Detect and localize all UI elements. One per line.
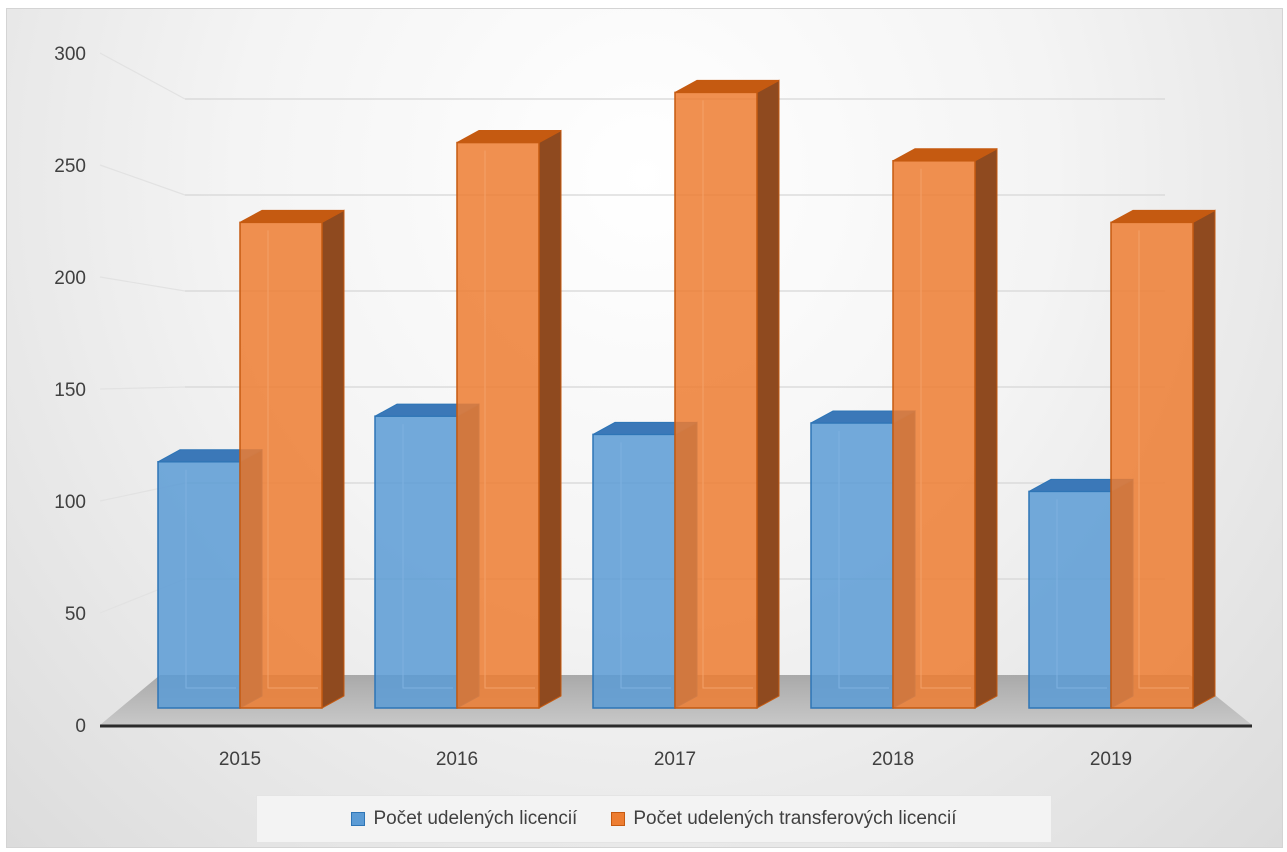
y-tick-label: 300 <box>54 44 86 65</box>
x-tick-label: 2018 <box>872 749 914 770</box>
bar <box>1110 209 1216 709</box>
bar-inner-edge <box>185 469 236 689</box>
bar-front <box>892 160 976 709</box>
x-tick-label: 2015 <box>219 749 261 770</box>
x-tick-label: 2017 <box>654 749 696 770</box>
bar-front <box>374 415 458 709</box>
bar-front <box>157 461 241 709</box>
bar-side <box>756 79 780 709</box>
bar <box>674 79 780 709</box>
y-tick-label: 150 <box>54 380 86 401</box>
bar-inner-edge <box>920 168 971 689</box>
y-tick-label: 0 <box>75 716 86 737</box>
y-tick-label: 100 <box>54 492 86 513</box>
bar-front <box>1028 490 1112 709</box>
bar-inner-edge <box>402 424 453 689</box>
gridline-side <box>99 276 186 292</box>
bar-top <box>674 79 780 93</box>
axes: 0 50 100 150 200 250 300 2015 2016 2017 2018 2019 <box>54 44 1252 770</box>
bar-side <box>974 147 998 709</box>
bar-inner-edge <box>838 431 889 689</box>
bar-top <box>456 130 562 144</box>
bar-inner-edge <box>1138 230 1189 689</box>
bar-top <box>892 148 998 162</box>
bar-front <box>674 91 758 709</box>
legend-swatch-orange <box>611 812 626 826</box>
legend-label-transfer-licenses: Počet udelených transferových licencií <box>633 808 957 829</box>
bar-side <box>538 129 562 709</box>
y-tick-label: 200 <box>54 268 86 289</box>
bar-front <box>456 141 540 709</box>
legend-item-transfer-licenses: Počet udelených transferových licencií <box>611 808 957 830</box>
bar-top <box>1110 209 1216 223</box>
legend-swatch-blue <box>351 812 366 826</box>
bar <box>239 209 345 709</box>
bar-inner-edge <box>620 442 671 689</box>
y-tick-label: 50 <box>65 604 86 625</box>
bar-inner-edge <box>484 150 535 689</box>
bar <box>456 129 562 709</box>
bar-side <box>1192 209 1216 709</box>
bar-top <box>239 209 345 223</box>
bar-front <box>592 433 676 709</box>
bar-inner-edge <box>1056 499 1107 689</box>
x-tick-label: 2016 <box>436 749 478 770</box>
y-tick-label: 250 <box>54 156 86 177</box>
bars <box>157 79 1216 709</box>
bar-front <box>239 221 323 709</box>
bar-inner-edge <box>702 100 753 689</box>
bar <box>892 147 998 709</box>
gridline-side <box>99 164 186 196</box>
x-tick-label: 2019 <box>1090 749 1132 770</box>
legend-item-licenses: Počet udelených licencií <box>351 808 577 830</box>
bar-side <box>321 209 345 709</box>
gridline-side <box>99 52 186 100</box>
bar-front <box>810 422 894 709</box>
gridline-side <box>99 386 186 390</box>
legend-label-licenses: Počet udelených licencií <box>373 808 578 829</box>
legend: Počet udelených licencií Počet udelených… <box>256 795 1052 843</box>
bar-front <box>1110 221 1194 709</box>
bar-inner-edge <box>267 230 318 689</box>
